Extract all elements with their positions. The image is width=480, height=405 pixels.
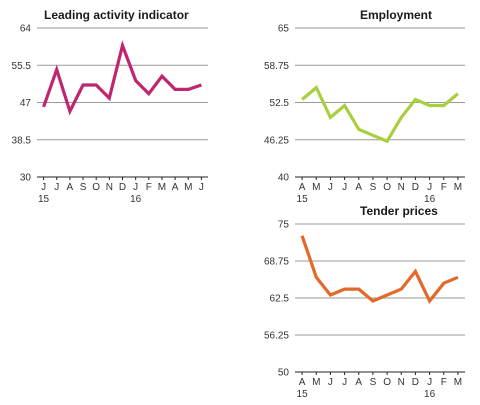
x-tick-label: A xyxy=(299,182,306,193)
x-tick-label: M xyxy=(454,182,462,193)
x-tick-label: M xyxy=(312,182,320,193)
year-label: 15 xyxy=(297,194,309,205)
x-tick-label: N xyxy=(398,377,405,388)
x-tick-label: J xyxy=(133,182,138,193)
y-tick-label: 46.25 xyxy=(264,135,289,146)
x-tick-label: A xyxy=(355,182,362,193)
chart-title: Tender prices xyxy=(360,204,438,218)
y-tick-label: 52.5 xyxy=(270,98,290,109)
series-line xyxy=(302,88,458,142)
x-tick-label: A xyxy=(299,377,306,388)
y-tick-label: 55.5 xyxy=(12,61,32,72)
x-tick-label: J xyxy=(54,182,59,193)
x-tick-label: J xyxy=(328,377,333,388)
x-tick-label: J xyxy=(342,377,347,388)
y-tick-label: 50 xyxy=(278,368,290,379)
y-tick-label: 68.75 xyxy=(264,257,289,268)
x-tick-label: A xyxy=(355,377,362,388)
series-line xyxy=(302,236,458,301)
x-tick-label: O xyxy=(383,377,391,388)
y-tick-label: 30 xyxy=(20,173,32,184)
x-tick-label: J xyxy=(41,182,46,193)
x-tick-label: D xyxy=(412,182,419,193)
x-tick-label: J xyxy=(199,182,204,193)
y-tick-label: 47 xyxy=(20,98,32,109)
x-tick-label: D xyxy=(119,182,126,193)
x-tick-label: F xyxy=(441,377,447,388)
year-label: 16 xyxy=(424,389,436,400)
series-line xyxy=(44,46,202,112)
x-tick-label: S xyxy=(370,182,377,193)
x-tick-label: S xyxy=(80,182,87,193)
y-tick-label: 64 xyxy=(20,24,32,35)
y-tick-label: 65 xyxy=(278,24,290,35)
x-tick-label: M xyxy=(158,182,166,193)
year-label: 15 xyxy=(38,194,50,205)
x-tick-label: J xyxy=(342,182,347,193)
year-label: 15 xyxy=(297,389,309,400)
x-tick-label: F xyxy=(146,182,152,193)
x-tick-label: O xyxy=(383,182,391,193)
chart-title: Leading activity indicator xyxy=(44,8,189,22)
chart-title: Employment xyxy=(360,8,432,22)
x-tick-label: M xyxy=(454,377,462,388)
y-tick-label: 75 xyxy=(278,220,290,231)
y-tick-label: 38.5 xyxy=(12,135,32,146)
x-tick-label: M xyxy=(184,182,192,193)
x-tick-label: A xyxy=(172,182,179,193)
x-tick-label: J xyxy=(427,377,432,388)
y-tick-label: 56.25 xyxy=(264,331,289,342)
chart-panel-activity: Leading activity indicator 64 55.5 47 38.5 30… xyxy=(12,8,208,205)
y-tick-label: 40 xyxy=(278,173,290,184)
x-tick-label: S xyxy=(370,377,377,388)
y-tick-label: 62.5 xyxy=(270,294,290,305)
x-tick-label: N xyxy=(106,182,113,193)
y-tick-label: 58.75 xyxy=(264,61,289,72)
x-tick-label: O xyxy=(92,182,100,193)
x-tick-label: J xyxy=(328,182,333,193)
x-tick-label: M xyxy=(312,377,320,388)
x-tick-label: F xyxy=(441,182,447,193)
x-tick-label: A xyxy=(67,182,74,193)
x-tick-label: J xyxy=(427,182,432,193)
x-tick-label: D xyxy=(412,377,419,388)
x-tick-label: N xyxy=(398,182,405,193)
year-label: 16 xyxy=(130,194,142,205)
